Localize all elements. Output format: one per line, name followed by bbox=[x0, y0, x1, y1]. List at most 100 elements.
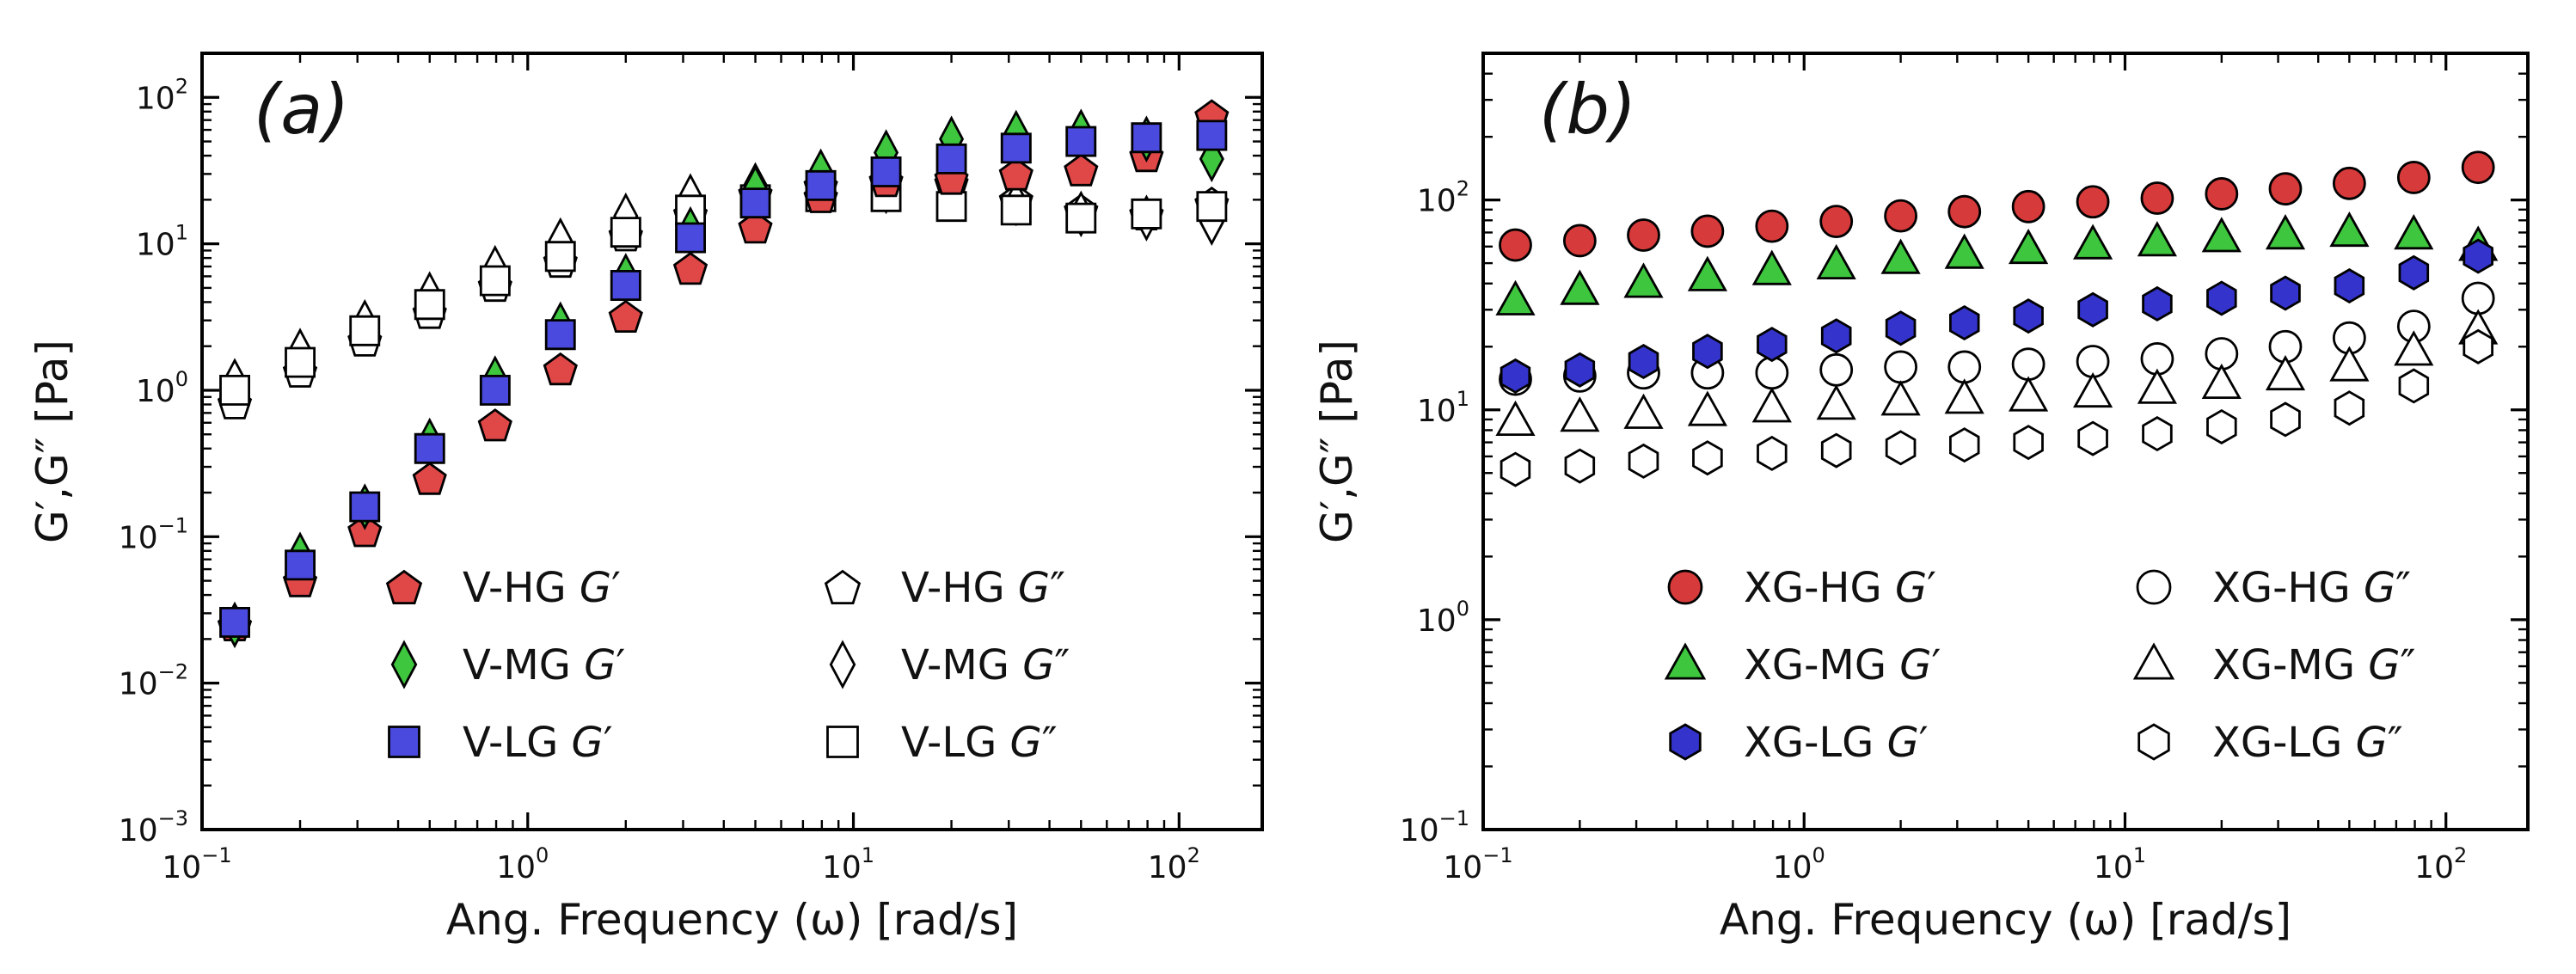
data-point bbox=[2013, 298, 2044, 334]
data-point bbox=[544, 319, 576, 351]
data-point bbox=[1065, 202, 1097, 234]
data-point bbox=[2201, 363, 2242, 399]
data-point bbox=[2265, 214, 2306, 250]
data-point bbox=[219, 375, 250, 406]
data-point bbox=[935, 191, 967, 223]
legend-label: XG-LG G′ bbox=[1744, 719, 1929, 767]
data-point bbox=[1944, 233, 1984, 269]
plot-frame bbox=[1481, 52, 2530, 831]
data-point bbox=[414, 432, 445, 464]
legend-label: XG-LG G″ bbox=[2212, 719, 2403, 767]
data-point bbox=[2077, 420, 2108, 456]
data-point bbox=[610, 270, 641, 301]
panel-label: (b) bbox=[1539, 70, 1636, 150]
data-point bbox=[2394, 330, 2434, 366]
legend-marker bbox=[1669, 723, 1702, 761]
data-point bbox=[2270, 401, 2301, 438]
data-point bbox=[2140, 181, 2174, 215]
data-point bbox=[414, 289, 445, 321]
data-point bbox=[1757, 435, 1788, 471]
y-tick-label: 10−1 bbox=[119, 513, 188, 555]
data-point bbox=[1820, 432, 1852, 469]
data-point bbox=[1560, 396, 1600, 432]
legend-marker bbox=[1664, 642, 1707, 680]
series-v-hg-storage bbox=[217, 99, 1230, 641]
data-point bbox=[738, 211, 773, 244]
x-tick-label: 100 bbox=[496, 843, 549, 885]
data-point bbox=[1065, 126, 1097, 157]
x-tick-label: 10−1 bbox=[1443, 843, 1512, 885]
data-point bbox=[608, 299, 643, 333]
data-point bbox=[1880, 380, 1921, 416]
data-point bbox=[2396, 161, 2431, 194]
data-point bbox=[543, 352, 578, 386]
data-point bbox=[2463, 328, 2493, 364]
legend: V-HG G′ V-HG G″ V-MG G′ V-MG G″ V-LG G′ V-LG … bbox=[385, 564, 1070, 767]
legend-marker bbox=[2132, 642, 2175, 680]
data-point bbox=[1947, 350, 1982, 384]
y-tick-label: 102 bbox=[1417, 177, 1469, 219]
data-point bbox=[1131, 198, 1162, 230]
legend-marker bbox=[2137, 723, 2170, 761]
y-tick-label: 102 bbox=[136, 74, 188, 116]
y-tick-label: 101 bbox=[1417, 387, 1469, 429]
data-point bbox=[1064, 153, 1099, 187]
data-point bbox=[1499, 228, 1532, 262]
x-axis-label: Ang. Frequency (ω) [rad/s] bbox=[446, 895, 1018, 945]
legend-label: V-MG G′ bbox=[463, 641, 625, 689]
data-point bbox=[2206, 280, 2237, 316]
data-point bbox=[1560, 269, 1600, 305]
chart-panel-a: 10−1 100 101 102 10−3 10−2 10−1 100 101 102 Ang. F… bbox=[28, 52, 1264, 945]
data-point bbox=[1495, 400, 1536, 436]
x-tick-label: 100 bbox=[1773, 843, 1825, 885]
legend-label: XG-MG G″ bbox=[2212, 641, 2415, 689]
x-tick-label: 101 bbox=[2094, 843, 2146, 885]
data-point bbox=[2329, 211, 2370, 248]
data-point bbox=[412, 462, 447, 495]
y-tick-label: 10−1 bbox=[1400, 806, 1469, 848]
y-axis-label: G′,G″ [Pa] bbox=[28, 340, 77, 543]
data-point bbox=[1628, 443, 1659, 479]
data-point bbox=[2073, 224, 2113, 260]
data-point bbox=[1500, 358, 1531, 394]
data-point bbox=[1947, 194, 1982, 229]
legend-marker bbox=[390, 640, 418, 689]
data-point bbox=[1687, 255, 1727, 291]
data-point bbox=[1755, 356, 1789, 390]
series-v-lg-loss bbox=[219, 181, 1228, 406]
y-tick-label: 101 bbox=[136, 221, 188, 263]
data-point bbox=[610, 217, 641, 248]
data-point bbox=[1000, 132, 1032, 164]
y-tick-label: 10−2 bbox=[119, 660, 188, 702]
data-point bbox=[2461, 150, 2495, 185]
data-point bbox=[1755, 209, 1789, 243]
data-point bbox=[2332, 166, 2366, 200]
data-point bbox=[544, 241, 576, 273]
legend-label: V-LG G′ bbox=[463, 719, 613, 767]
data-point bbox=[1819, 352, 1854, 387]
data-point bbox=[870, 156, 902, 187]
data-point bbox=[479, 265, 511, 297]
data-point bbox=[1564, 352, 1596, 388]
data-point bbox=[2206, 408, 2237, 445]
data-point bbox=[935, 143, 967, 175]
chart-panel-b: 10−1 100 101 102 10−1 100 101 102 Ang. Frequency… bbox=[1312, 52, 2530, 945]
x-axis-label: Ang. Frequency (ω) [rad/s] bbox=[1720, 895, 2291, 945]
data-point bbox=[1692, 440, 1723, 476]
x-tick-label: 101 bbox=[822, 843, 874, 885]
data-point bbox=[2334, 267, 2365, 304]
data-point bbox=[2009, 376, 2049, 412]
data-point bbox=[1623, 393, 1664, 429]
y-axis-label: G′,G″ [Pa] bbox=[1312, 340, 1362, 543]
data-point bbox=[2073, 371, 2113, 408]
data-point bbox=[1623, 262, 1664, 298]
data-point bbox=[2137, 221, 2177, 257]
series-xg-mg-loss bbox=[1495, 309, 2499, 436]
data-point bbox=[1757, 327, 1788, 363]
legend: XG-HG G′ XG-HG G″ XG-MG G′ XG-MG G″ XG-LG G′… bbox=[1664, 564, 2415, 767]
series-xg-hg-storage bbox=[1499, 150, 2495, 262]
data-point bbox=[672, 251, 708, 285]
y-tick-label: 100 bbox=[136, 367, 188, 409]
minor-ticks bbox=[202, 52, 1262, 830]
